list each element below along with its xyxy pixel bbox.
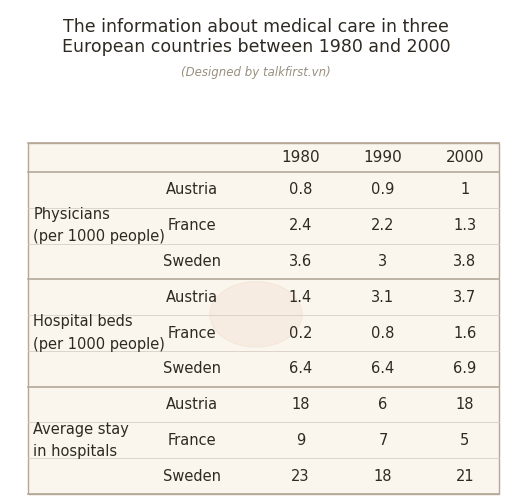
Text: European countries between 1980 and 2000: European countries between 1980 and 2000 xyxy=(61,38,451,56)
Text: Average stay: Average stay xyxy=(33,422,129,437)
Text: 3: 3 xyxy=(378,254,388,269)
Text: France: France xyxy=(168,433,216,448)
Text: 0.9: 0.9 xyxy=(371,183,395,198)
Text: Sweden: Sweden xyxy=(163,469,221,483)
Text: 9: 9 xyxy=(296,433,305,448)
Text: 3.7: 3.7 xyxy=(453,290,477,305)
Text: 6.4: 6.4 xyxy=(371,361,395,376)
Text: Sweden: Sweden xyxy=(163,254,221,269)
Text: 6.4: 6.4 xyxy=(289,361,312,376)
Text: 6: 6 xyxy=(378,397,388,412)
Text: 3.1: 3.1 xyxy=(371,290,395,305)
Text: (per 1000 people): (per 1000 people) xyxy=(33,337,165,352)
Text: 0.2: 0.2 xyxy=(289,325,312,341)
FancyBboxPatch shape xyxy=(28,143,499,494)
Text: 2.2: 2.2 xyxy=(371,218,395,233)
Text: Austria: Austria xyxy=(166,183,218,198)
Text: (Designed by talkfirst.vn): (Designed by talkfirst.vn) xyxy=(181,66,331,79)
Text: 5: 5 xyxy=(460,433,470,448)
Text: 1: 1 xyxy=(460,183,470,198)
Text: 1990: 1990 xyxy=(364,150,402,165)
Text: 6.9: 6.9 xyxy=(453,361,477,376)
Text: 2000: 2000 xyxy=(445,150,484,165)
Text: 1.3: 1.3 xyxy=(453,218,477,233)
Text: Sweden: Sweden xyxy=(163,361,221,376)
Ellipse shape xyxy=(210,282,302,347)
Text: Austria: Austria xyxy=(166,290,218,305)
Text: 3.6: 3.6 xyxy=(289,254,312,269)
Text: 0.8: 0.8 xyxy=(371,325,395,341)
Text: 21: 21 xyxy=(456,469,474,483)
Text: 23: 23 xyxy=(291,469,310,483)
Text: in hospitals: in hospitals xyxy=(33,444,117,459)
Text: 1.4: 1.4 xyxy=(289,290,312,305)
Text: 1.6: 1.6 xyxy=(453,325,477,341)
Text: Hospital beds: Hospital beds xyxy=(33,314,133,329)
Text: 18: 18 xyxy=(291,397,310,412)
Text: 7: 7 xyxy=(378,433,388,448)
Text: 1980: 1980 xyxy=(281,150,320,165)
Text: 18: 18 xyxy=(456,397,474,412)
Text: 0.8: 0.8 xyxy=(289,183,312,198)
Text: 18: 18 xyxy=(374,469,392,483)
Text: France: France xyxy=(168,218,216,233)
Text: France: France xyxy=(168,325,216,341)
Text: (per 1000 people): (per 1000 people) xyxy=(33,229,165,244)
Text: 2.4: 2.4 xyxy=(289,218,312,233)
Text: Austria: Austria xyxy=(166,397,218,412)
Text: The information about medical care in three: The information about medical care in th… xyxy=(63,18,449,36)
Text: 3.8: 3.8 xyxy=(453,254,477,269)
Text: Physicians: Physicians xyxy=(33,207,110,222)
